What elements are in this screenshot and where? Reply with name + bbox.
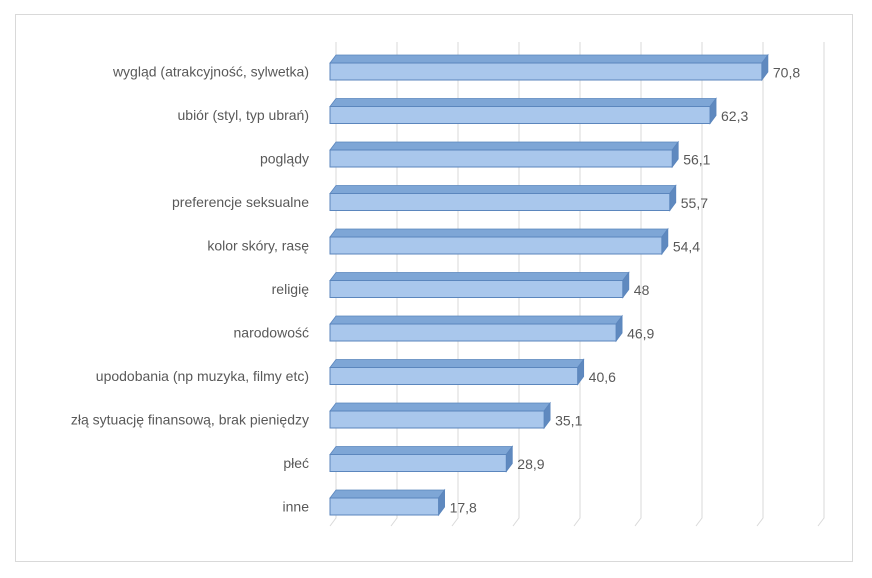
category-label: religię <box>272 281 310 297</box>
bar <box>329 271 630 299</box>
category-label: płeć <box>283 455 309 471</box>
value-label: 70,8 <box>773 65 800 81</box>
category-label: preferencje seksualne <box>172 194 309 210</box>
bars <box>329 53 769 517</box>
value-label: 35,1 <box>555 413 582 429</box>
value-label: 56,1 <box>683 152 710 168</box>
value-label: 40,6 <box>589 369 616 385</box>
value-label: 55,7 <box>681 195 708 211</box>
labels: wygląd (atrakcyjność, sylwetka) 70,8 ubiór… <box>71 64 800 516</box>
bar <box>329 140 680 169</box>
category-label: inne <box>283 499 310 515</box>
value-label: 54,4 <box>673 239 700 255</box>
bar <box>329 445 514 473</box>
bar <box>329 97 717 125</box>
bar <box>329 227 669 256</box>
gridline <box>756 42 764 527</box>
bar <box>329 488 446 517</box>
value-label: 28,9 <box>517 456 544 472</box>
category-label: upodobania (np muzyka, filmy etc) <box>96 368 309 384</box>
bar <box>329 314 623 343</box>
bar <box>329 184 677 212</box>
value-label: 62,3 <box>721 108 748 124</box>
category-label: narodowość <box>234 325 310 341</box>
bar <box>329 53 769 82</box>
category-label: kolor skóry, rasę <box>207 238 309 254</box>
bar <box>329 358 585 386</box>
value-label: 48 <box>634 282 650 298</box>
category-label: poglądy <box>260 151 309 167</box>
value-label: 17,8 <box>450 500 477 516</box>
bar <box>329 401 551 430</box>
gridline <box>695 42 703 527</box>
gridline <box>817 42 825 527</box>
category-label: wygląd (atrakcyjność, sylwetka) <box>112 64 309 80</box>
category-label: ubiór (styl, typ ubrań) <box>178 107 310 123</box>
category-label: złą sytuację finansową, brak pieniędzy <box>71 412 309 428</box>
value-label: 46,9 <box>627 326 654 342</box>
